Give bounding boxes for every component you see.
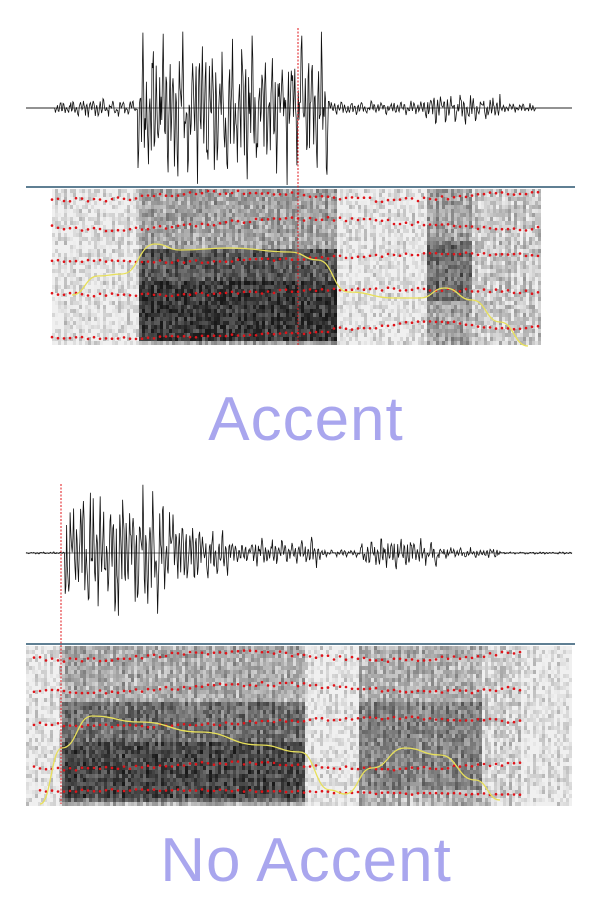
- pitch-contour: [39, 715, 501, 805]
- pitch-contour: [71, 243, 529, 347]
- formant-tracks: [32, 649, 522, 797]
- waveform: [25, 484, 573, 616]
- waveform: [26, 31, 572, 186]
- formant-tracks: [50, 189, 540, 341]
- no-accent-figure: [25, 484, 575, 806]
- no-accent-panel: No Accent: [0, 470, 612, 908]
- spectrogram: [26, 646, 572, 806]
- spectrogram: [52, 189, 541, 345]
- accent-panel: Accent: [26, 28, 575, 454]
- accent-figure: [26, 28, 575, 347]
- no-accent-caption: No Accent: [160, 826, 452, 895]
- accent-caption: Accent: [208, 385, 404, 454]
